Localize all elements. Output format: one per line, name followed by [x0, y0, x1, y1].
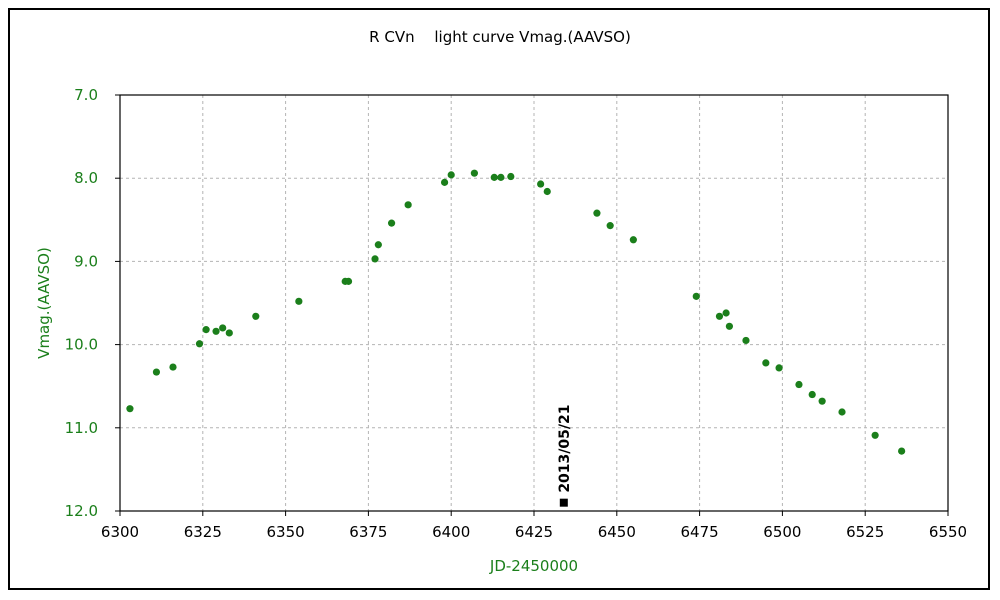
data-point	[219, 324, 227, 332]
data-point	[440, 178, 449, 186]
annotation-marker	[559, 498, 568, 507]
grid	[120, 95, 948, 511]
plot-area	[120, 95, 948, 511]
data-point	[225, 329, 233, 337]
data-point	[404, 201, 412, 209]
x-tick-label: 6325	[184, 523, 222, 541]
data-point	[490, 173, 498, 181]
x-tick-label: 6400	[432, 523, 470, 541]
data-point	[470, 169, 478, 177]
y-tick-label: 8.0	[74, 169, 98, 187]
data-point	[593, 209, 601, 217]
data-point	[725, 322, 734, 330]
x-axis-title: JD-2450000	[489, 557, 578, 575]
data-point	[374, 241, 382, 249]
data-point	[152, 368, 161, 376]
chart-title: R CVn light curve Vmag.(AAVSO)	[369, 28, 631, 46]
y-axis-title: Vmag.(AAVSO)	[35, 247, 53, 359]
axis-ticks: 6300 6325 6350 6375 6400 6425 6450 6475 6500 6525…	[65, 86, 968, 541]
x-tick-label: 6425	[515, 523, 553, 541]
data-point	[795, 380, 803, 389]
data-point	[202, 326, 210, 334]
data-point	[252, 312, 260, 320]
y-tick-label: 9.0	[74, 252, 98, 270]
y-tick-label: 11.0	[65, 419, 98, 437]
data-point	[871, 431, 879, 439]
data-point	[212, 327, 220, 335]
x-tick-label: 6525	[846, 523, 884, 541]
data-point	[169, 363, 177, 371]
data-point	[543, 187, 551, 196]
data-point	[295, 297, 303, 305]
data-point	[606, 222, 614, 230]
data-point	[447, 171, 455, 179]
data-point	[507, 172, 515, 181]
data-point	[818, 397, 826, 405]
y-tick-label: 10.0	[65, 336, 98, 354]
data-point	[762, 359, 770, 367]
y-tick-label: 12.0	[65, 502, 98, 520]
data-point	[742, 336, 750, 345]
data-point	[387, 219, 396, 227]
data-point	[722, 309, 730, 317]
data-point	[344, 277, 353, 285]
data-point	[808, 390, 816, 399]
x-tick-label: 6350	[267, 523, 305, 541]
x-tick-label: 6375	[349, 523, 387, 541]
y-tick-label: 7.0	[74, 86, 98, 104]
data-point	[898, 447, 906, 455]
data-point	[537, 180, 545, 188]
data-point	[126, 405, 134, 413]
data-points	[126, 169, 906, 455]
data-point	[715, 312, 724, 320]
data-point	[692, 292, 700, 300]
x-tick-label: 6550	[929, 523, 967, 541]
data-point	[775, 364, 783, 372]
x-tick-label: 6450	[598, 523, 636, 541]
annotation-label: 2013/05/21	[557, 405, 573, 493]
data-point	[371, 255, 379, 263]
data-point	[838, 408, 846, 416]
x-tick-label: 6300	[101, 523, 139, 541]
annotations: 2013/05/21	[557, 405, 573, 507]
x-tick-label: 6475	[681, 523, 719, 541]
x-tick-label: 6500	[763, 523, 801, 541]
data-point	[195, 340, 204, 348]
data-point	[497, 173, 505, 181]
data-point	[629, 236, 637, 244]
